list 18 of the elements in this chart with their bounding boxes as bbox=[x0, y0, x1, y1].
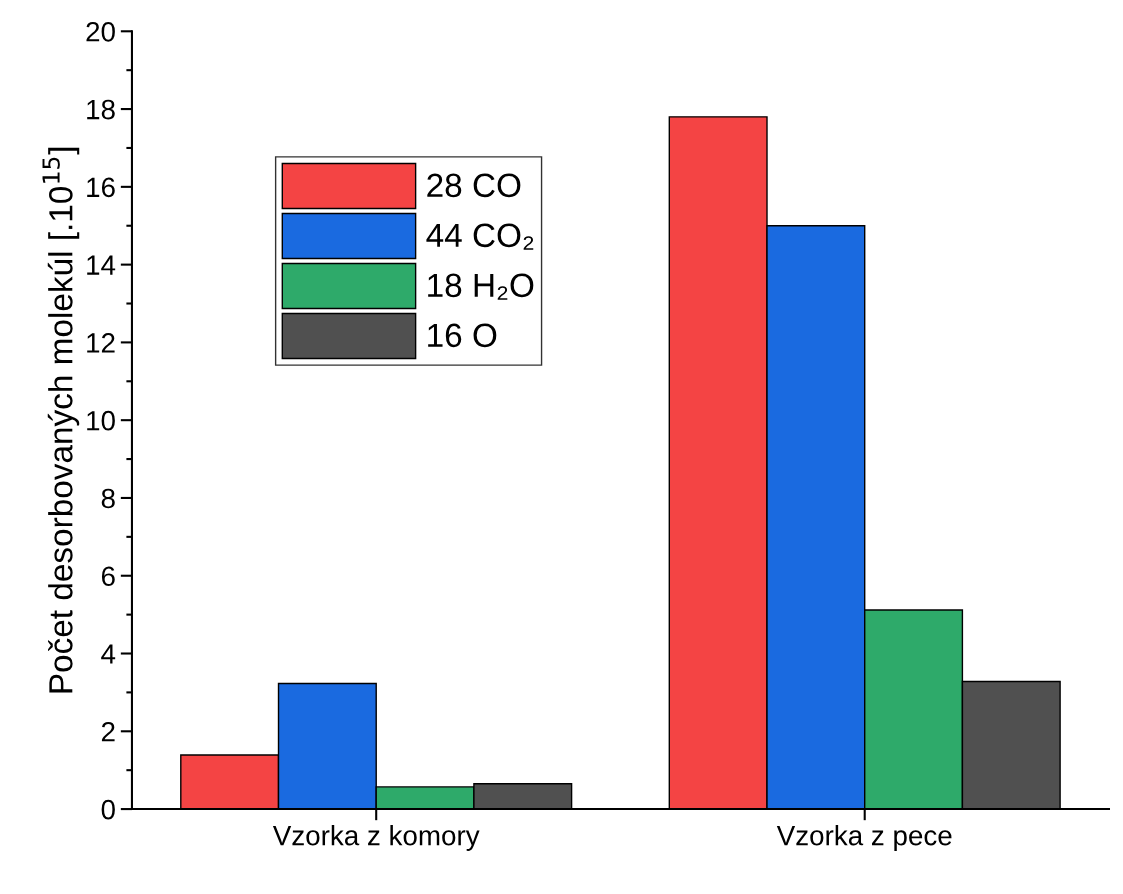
x-tick-label: Vzorka z komory bbox=[272, 825, 480, 851]
legend-label: 18 H₂O bbox=[428, 273, 534, 300]
y-tick-label: 6 bbox=[101, 566, 115, 587]
y-tick-label: 8 bbox=[101, 488, 115, 509]
y-tick-label: 12 bbox=[87, 333, 115, 353]
y-tick-label: 16 bbox=[87, 177, 115, 198]
legend-label: 28 CO bbox=[427, 173, 521, 198]
y-tick-label: 10 bbox=[87, 410, 115, 431]
y-tick-label: 18 bbox=[87, 99, 115, 120]
y-tick-label: 2 bbox=[101, 721, 115, 742]
y-tick-label: 20 bbox=[86, 21, 115, 42]
x-tick-label: Vzorka z pece bbox=[776, 825, 952, 851]
y-tick-label: 0 bbox=[101, 799, 115, 820]
y-axis-title: Počet desorbovaných molekúl [.10$^{15}$] bbox=[42, 147, 80, 693]
y-tick-label: 14 bbox=[87, 255, 116, 275]
y-tick-label: 4 bbox=[101, 644, 116, 664]
legend-label: 16 O bbox=[428, 323, 497, 348]
legend-label: 44 CO₂ bbox=[426, 223, 534, 250]
